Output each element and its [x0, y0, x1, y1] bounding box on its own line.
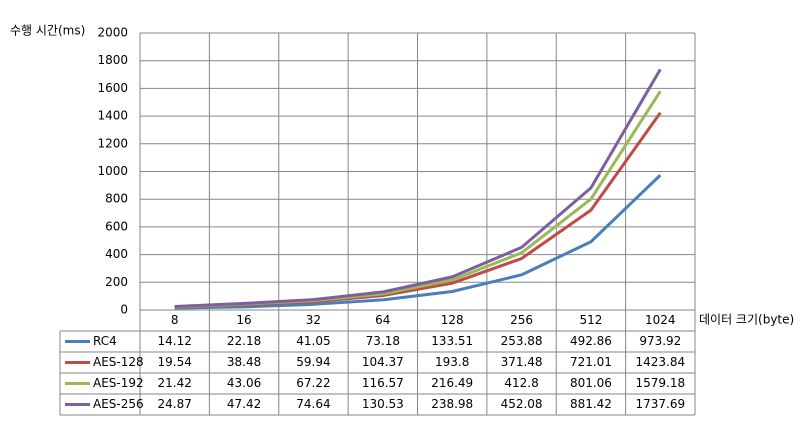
table-cell: 371.48	[501, 355, 543, 369]
y-axis-label: 수행 시간(ms)	[10, 23, 85, 38]
series-line	[174, 68, 662, 309]
legend-label: AES-128	[93, 355, 144, 369]
y-tick-label: 400	[105, 247, 128, 261]
table-cell: 1579.18	[636, 376, 686, 390]
legend-label: AES-192	[93, 376, 144, 390]
y-tick-label: 1200	[97, 136, 128, 150]
table-cell: 1737.69	[636, 397, 686, 411]
table-cell: 973.92	[639, 334, 681, 348]
x-tick-label: 64	[375, 313, 390, 327]
table-cell: 43.06	[227, 376, 261, 390]
table-cell: 801.06	[570, 376, 612, 390]
table-cell: 74.64	[296, 397, 330, 411]
table-cell: 67.22	[296, 376, 330, 390]
x-tick-label: 8	[171, 313, 179, 327]
table-cell: 19.54	[158, 355, 192, 369]
y-tick-label: 1000	[97, 164, 128, 178]
x-tick-label: 16	[236, 313, 251, 327]
table-cell: 133.51	[431, 334, 473, 348]
legend-label: RC4	[93, 334, 117, 348]
table-cell: 59.94	[296, 355, 330, 369]
y-tick-label: 0	[120, 303, 128, 317]
table-cell: 452.08	[501, 397, 543, 411]
table-cell: 73.18	[366, 334, 400, 348]
series-line	[174, 174, 662, 310]
x-tick-label: 512	[579, 313, 602, 327]
y-tick-label: 1600	[97, 81, 128, 95]
x-tick-label: 1024	[645, 313, 676, 327]
table-cell: 193.8	[435, 355, 469, 369]
y-tick-label: 2000	[97, 26, 128, 40]
table-cell: 14.12	[158, 334, 192, 348]
table-cell: 492.86	[570, 334, 612, 348]
table-cell: 116.57	[362, 376, 404, 390]
table-cell: 41.05	[296, 334, 330, 348]
table-cell: 216.49	[431, 376, 473, 390]
y-tick-label: 800	[105, 192, 128, 206]
x-axis-label: 데이터 크기(byte)	[699, 313, 794, 327]
table-cell: 238.98	[431, 397, 473, 411]
x-tick-label: 32	[306, 313, 321, 327]
y-tick-label: 200	[105, 275, 128, 289]
y-tick-label: 600	[105, 219, 128, 233]
table-cell: 21.42	[158, 376, 192, 390]
y-tick-label: 1400	[97, 109, 128, 123]
table-cell: 412.8	[504, 376, 538, 390]
legend-label: AES-256	[93, 397, 144, 411]
table-cell: 721.01	[570, 355, 612, 369]
table-cell: 47.42	[227, 397, 261, 411]
table-cell: 38.48	[227, 355, 261, 369]
x-tick-label: 256	[510, 313, 533, 327]
table-cell: 130.53	[362, 397, 404, 411]
x-tick-label: 128	[441, 313, 464, 327]
table-cell: 881.42	[570, 397, 612, 411]
table-cell: 24.87	[158, 397, 192, 411]
table-cell: 1423.84	[636, 355, 686, 369]
table-cell: 253.88	[501, 334, 543, 348]
y-tick-label: 1800	[97, 53, 128, 67]
table-cell: 104.37	[362, 355, 404, 369]
table-cell: 22.18	[227, 334, 261, 348]
